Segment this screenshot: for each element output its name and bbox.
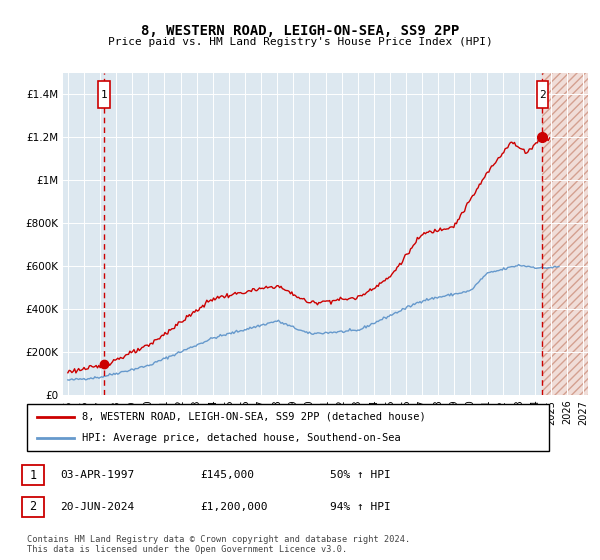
Text: 1: 1: [101, 90, 107, 100]
Text: 2: 2: [539, 90, 546, 100]
Bar: [542, 73, 588, 395]
FancyBboxPatch shape: [98, 81, 110, 108]
Text: Contains HM Land Registry data © Crown copyright and database right 2024.
This d: Contains HM Land Registry data © Crown c…: [27, 535, 410, 554]
Text: HPI: Average price, detached house, Southend-on-Sea: HPI: Average price, detached house, Sout…: [82, 433, 401, 444]
Text: 8, WESTERN ROAD, LEIGH-ON-SEA, SS9 2PP: 8, WESTERN ROAD, LEIGH-ON-SEA, SS9 2PP: [141, 24, 459, 38]
Bar: [542, 73, 588, 395]
FancyBboxPatch shape: [22, 465, 44, 486]
FancyBboxPatch shape: [537, 81, 548, 108]
FancyBboxPatch shape: [27, 404, 549, 451]
Text: 94% ↑ HPI: 94% ↑ HPI: [330, 502, 391, 512]
Text: 2: 2: [29, 500, 37, 514]
Text: 50% ↑ HPI: 50% ↑ HPI: [330, 470, 391, 480]
Text: £145,000: £145,000: [200, 470, 254, 480]
FancyBboxPatch shape: [22, 497, 44, 517]
Text: 20-JUN-2024: 20-JUN-2024: [60, 502, 134, 512]
Text: 03-APR-1997: 03-APR-1997: [60, 470, 134, 480]
Text: Price paid vs. HM Land Registry's House Price Index (HPI): Price paid vs. HM Land Registry's House …: [107, 37, 493, 47]
Text: £1,200,000: £1,200,000: [200, 502, 268, 512]
Text: 8, WESTERN ROAD, LEIGH-ON-SEA, SS9 2PP (detached house): 8, WESTERN ROAD, LEIGH-ON-SEA, SS9 2PP (…: [82, 412, 425, 422]
Text: 1: 1: [29, 469, 37, 482]
